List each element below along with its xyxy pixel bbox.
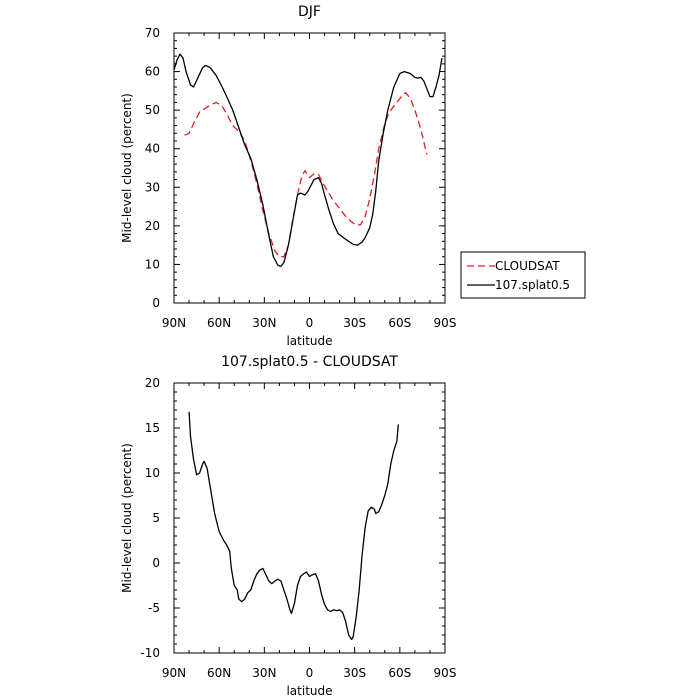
x-tick-label: 60S: [388, 316, 411, 330]
chart-title: 107.splat0.5 - CLOUDSAT: [221, 354, 398, 370]
y-tick-label: -5: [148, 601, 160, 615]
x-tick-label: 0: [306, 666, 314, 680]
y-tick-label: 30: [145, 180, 160, 194]
y-tick-label: 10: [145, 466, 160, 480]
x-axis-label: latitude: [286, 334, 332, 348]
x-tick-label: 0: [306, 316, 314, 330]
y-tick-label: 15: [145, 421, 160, 435]
chart-panel-1: DJF 90N 60N 30N 0 30S 60S 90S 0 10 20 30 40 50 60 70 lat…: [120, 4, 586, 348]
chart-title: DJF: [298, 4, 321, 20]
plot-frame: [173, 382, 446, 654]
series-line-2: [173, 53, 443, 268]
x-tick-label: 90S: [434, 666, 457, 680]
x-tick-label: 90N: [162, 316, 186, 330]
x-tick-label: 30S: [343, 666, 366, 680]
x-tick-label: 30N: [252, 316, 276, 330]
x-axis-label: latitude: [286, 684, 332, 698]
y-tick-label: 10: [145, 257, 160, 271]
x-tick-label: 30S: [343, 316, 366, 330]
chart-panel-2: 107.splat0.5 - CLOUDSAT 90N 60N 30N 0 30S 60S 9…: [120, 354, 456, 698]
x-tick-label: 60N: [207, 316, 231, 330]
y-tick-label: 40: [145, 142, 160, 156]
y-tick-label: 0: [152, 296, 160, 310]
legend-box: [460, 251, 586, 299]
x-tick-label: 60S: [388, 666, 411, 680]
legend: CLOUDSAT 107.splat0.5: [460, 251, 586, 299]
y-tick-label: 60: [145, 65, 160, 79]
x-tick-label: 30N: [252, 666, 276, 680]
y-tick-label: 0: [152, 556, 160, 570]
x-tick-label: 60N: [207, 666, 231, 680]
legend-label-1: CLOUDSAT: [495, 259, 560, 273]
y-tick-label: 20: [145, 219, 160, 233]
y-tick-label: 50: [145, 103, 160, 117]
series-line-1: [184, 92, 428, 258]
y-tick-label: 5: [152, 511, 160, 525]
x-tick-label: 90S: [434, 316, 457, 330]
y-tick-label: -10: [140, 646, 160, 660]
y-axis-label: Mid-level cloud (percent): [120, 443, 134, 593]
y-axis-label: Mid-level cloud (percent): [120, 93, 134, 243]
y-tick-label: 20: [145, 376, 160, 390]
y-tick-label: 70: [145, 26, 160, 40]
series-line-1: [188, 411, 399, 641]
legend-label-2: 107.splat0.5: [495, 278, 570, 292]
x-tick-label: 90N: [162, 666, 186, 680]
